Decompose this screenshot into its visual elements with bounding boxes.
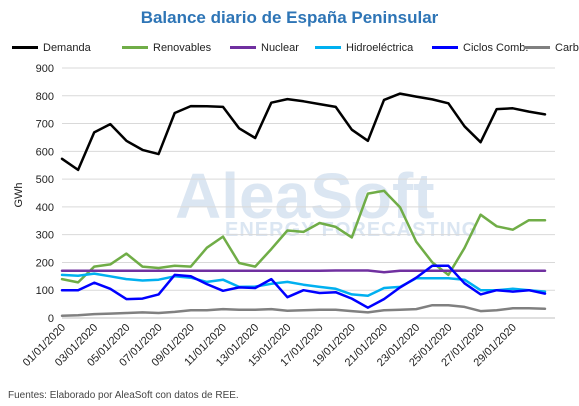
legend-swatch — [524, 46, 550, 49]
legend-swatch — [230, 46, 256, 49]
series-line-nuclear — [60, 269, 547, 274]
series-line-hidroel-ctrica — [60, 272, 547, 298]
series-lines — [60, 92, 547, 318]
y-tick-label: 800 — [36, 91, 54, 103]
y-tick-label: 700 — [36, 119, 54, 131]
legend-label: Carbón — [555, 42, 579, 54]
legend-swatch — [315, 46, 341, 49]
legend-label: Ciclos Comb. — [463, 42, 529, 54]
y-tick-label: 400 — [36, 202, 54, 214]
y-tick-label: 900 — [36, 63, 54, 75]
source-note: Fuentes: Elaborado por AleaSoft con dato… — [8, 390, 239, 401]
series-line-renovables — [60, 189, 547, 284]
legend-label: Demanda — [43, 42, 91, 54]
y-tick-label: 200 — [36, 257, 54, 269]
y-tick-label: 500 — [36, 174, 54, 186]
y-tick-label: 300 — [36, 230, 54, 242]
watermark: AleaSoft ENERGY FORECASTING — [175, 160, 477, 241]
watermark-brand: AleaSoft — [175, 160, 435, 232]
series-line-ciclos-comb- — [60, 264, 547, 309]
y-axis: 0 100 200 300 400 500 600 700 800 900 — [36, 63, 54, 325]
y-tick-label: 0 — [48, 313, 54, 325]
legend-swatch — [12, 46, 38, 49]
chart-title: Balance diario de España Peninsular — [140, 8, 439, 27]
series-line-demanda — [60, 92, 547, 172]
legend-label: Hidroeléctrica — [346, 42, 414, 54]
legend-label: Nuclear — [261, 42, 299, 54]
y-tick-label: 600 — [36, 146, 54, 158]
legend-swatch — [432, 46, 458, 49]
y-axis-label: GWh — [13, 182, 25, 207]
series-line-carb-n — [60, 303, 547, 318]
x-axis: 01/01/202003/01/202005/01/202007/01/2020… — [21, 322, 519, 369]
legend-label: Renovables — [153, 42, 212, 54]
gridlines — [62, 67, 555, 319]
y-tick-label: 100 — [36, 285, 54, 297]
legend-swatch — [122, 46, 148, 49]
legend: Demanda Renovables Nuclear Hidroeléctrica Ci… — [12, 40, 579, 56]
